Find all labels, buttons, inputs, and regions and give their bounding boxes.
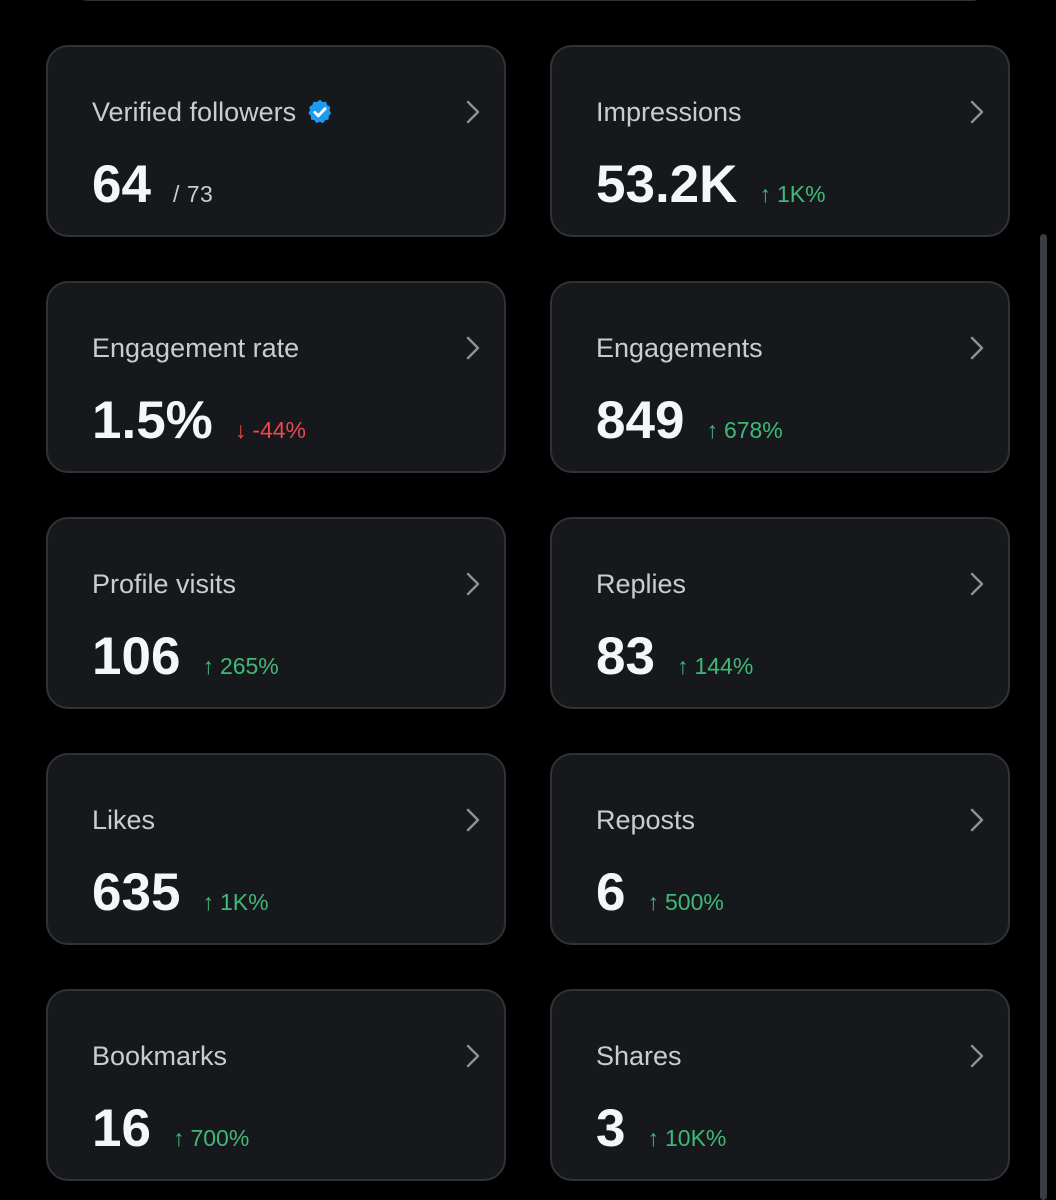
card-bookmarks[interactable]: Bookmarks 16 ↑ 700% (46, 989, 506, 1181)
metric-change: ↑ 1K% (759, 181, 825, 208)
chevron-right-icon (466, 100, 480, 124)
metric-value: 3 (596, 1099, 626, 1158)
metric-change: ↑ 265% (202, 653, 278, 680)
scrollbar[interactable] (1040, 234, 1047, 1200)
arrow-up-icon: ↑ (706, 417, 718, 443)
metric-change: ↑ 700% (173, 1125, 249, 1152)
arrow-up-icon: ↑ (202, 889, 214, 915)
metric-change: ↑ 500% (647, 889, 723, 916)
metric-value: 849 (596, 391, 685, 450)
card-verified-followers[interactable]: Verified followers 64 / 73 (46, 45, 506, 237)
metric-value: 53.2K (596, 155, 738, 214)
metric-value: 64 (92, 155, 151, 214)
chevron-right-icon (970, 808, 984, 832)
change-text: 144% (694, 653, 754, 679)
card-title: Likes (92, 805, 156, 835)
arrow-down-icon: ↓ (234, 417, 247, 443)
arrow-up-icon: ↑ (676, 653, 689, 679)
arrow-up-icon: ↑ (647, 889, 659, 915)
metric-change: ↑ 1K% (202, 889, 268, 916)
metric-value: 16 (92, 1099, 151, 1158)
metric-value: 635 (92, 863, 181, 922)
change-text: 10K% (664, 1125, 727, 1151)
analytics-grid: Verified followers 64 / 73 Impressions 5… (46, 45, 1010, 1181)
card-engagement-rate[interactable]: Engagement rate 1.5% ↓ -44% (46, 281, 506, 473)
arrow-up-icon: ↑ (759, 181, 771, 207)
card-replies[interactable]: Replies 83 ↑ 144% (550, 517, 1010, 709)
card-title: Bookmarks (92, 1041, 228, 1071)
change-text: 265% (219, 653, 279, 679)
metric-change: ↑ 10K% (647, 1125, 726, 1152)
chevron-right-icon (970, 336, 984, 360)
metric-change: ↑ 144% (677, 653, 753, 680)
card-shares[interactable]: Shares 3 ↑ 10K% (550, 989, 1010, 1181)
card-impressions[interactable]: Impressions 53.2K ↑ 1K% (550, 45, 1010, 237)
arrow-up-icon: ↑ (647, 1125, 659, 1151)
card-title: Shares (596, 1041, 682, 1071)
card-title: Reposts (596, 805, 696, 835)
card-profile-visits[interactable]: Profile visits 106 ↑ 265% (46, 517, 506, 709)
previous-card-edge (70, 0, 990, 1)
card-title: Engagements (596, 333, 763, 363)
card-title: Verified followers (92, 97, 297, 127)
card-title: Engagement rate (92, 333, 300, 363)
chevron-right-icon (466, 572, 480, 596)
card-reposts[interactable]: Reposts 6 ↑ 500% (550, 753, 1010, 945)
verified-badge-icon (306, 98, 334, 126)
chevron-right-icon (466, 808, 480, 832)
metric-total: / 73 (172, 181, 214, 207)
change-text: 500% (664, 889, 724, 915)
arrow-up-icon: ↑ (172, 1125, 185, 1151)
card-title: Profile visits (92, 569, 237, 599)
metric-value: 6 (596, 863, 626, 922)
metric-change: ↑ 678% (706, 417, 782, 444)
card-engagements[interactable]: Engagements 849 ↑ 678% (550, 281, 1010, 473)
chevron-right-icon (970, 100, 984, 124)
change-text: 1K% (219, 889, 269, 915)
card-likes[interactable]: Likes 635 ↑ 1K% (46, 753, 506, 945)
metric-change: ↓ -44% (235, 417, 306, 444)
chevron-right-icon (970, 572, 984, 596)
change-text: 678% (723, 417, 783, 443)
chevron-right-icon (466, 336, 480, 360)
metric-value: 106 (92, 627, 181, 686)
change-text: -44% (252, 417, 307, 443)
chevron-right-icon (466, 1044, 480, 1068)
card-title: Impressions (596, 97, 742, 127)
metric-value: 1.5% (92, 391, 213, 450)
metric-value: 83 (596, 627, 655, 686)
arrow-up-icon: ↑ (202, 653, 214, 679)
change-text: 700% (190, 1125, 250, 1151)
card-title: Replies (596, 569, 687, 599)
change-text: 1K% (776, 181, 826, 207)
chevron-right-icon (970, 1044, 984, 1068)
